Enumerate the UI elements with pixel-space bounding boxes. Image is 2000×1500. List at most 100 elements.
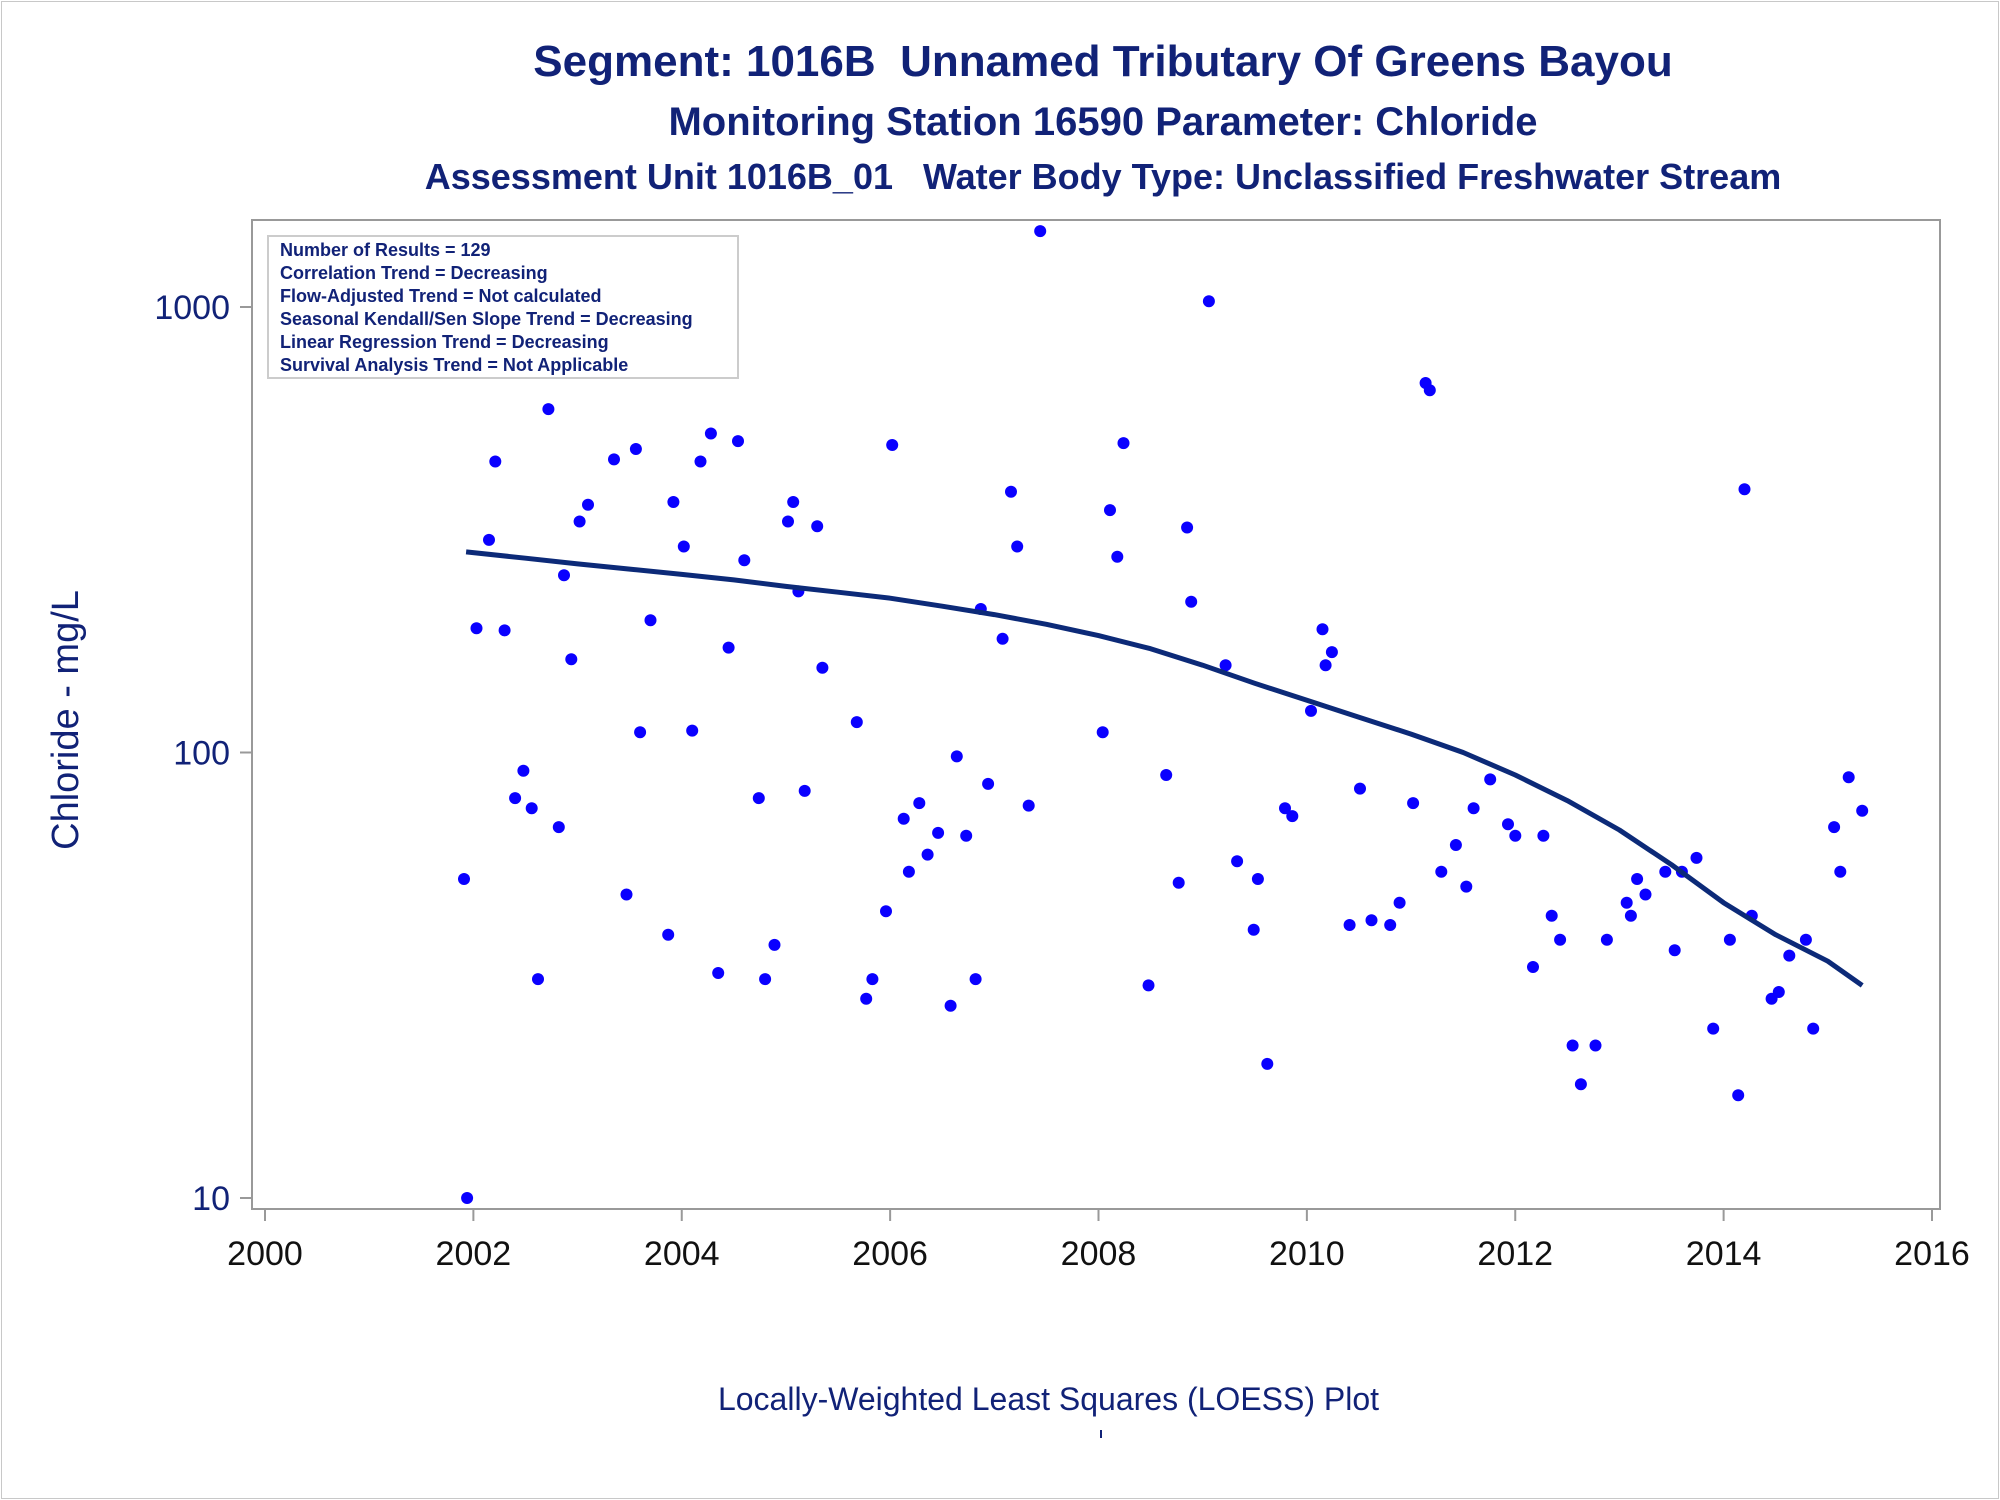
data-point	[1279, 802, 1291, 815]
data-point	[860, 992, 873, 1005]
data-point	[722, 641, 735, 654]
data-point	[1856, 804, 1869, 817]
data-point	[1022, 799, 1035, 812]
x-tick-label: 2014	[1686, 1235, 1762, 1273]
data-point	[1707, 1022, 1720, 1035]
x-tick-label: 2016	[1894, 1235, 1970, 1273]
data-points	[458, 225, 1869, 1204]
footer-mark	[1100, 1430, 1102, 1438]
legend-entry: Correlation Trend = Decreasing	[280, 263, 548, 283]
data-point	[552, 821, 565, 834]
data-point	[608, 453, 620, 466]
data-point	[1181, 521, 1194, 534]
data-point	[470, 622, 483, 635]
data-point	[1659, 865, 1672, 878]
data-point	[498, 624, 511, 637]
data-point	[573, 515, 586, 528]
x-axis: 2000 2002 2004 2006 2008 2010 2012 2014 2016	[227, 1209, 1970, 1273]
data-point	[634, 726, 647, 739]
data-point	[932, 826, 945, 839]
data-point	[982, 777, 995, 790]
chart-subtitle: Monitoring Station 16590 Parameter: Chlo…	[668, 100, 1538, 144]
data-point	[1807, 1022, 1820, 1035]
data-point	[1384, 919, 1397, 931]
data-point	[1423, 384, 1436, 397]
data-point	[489, 455, 502, 468]
y-tick-label: 10	[192, 1180, 230, 1218]
data-point	[1460, 880, 1473, 893]
data-point	[517, 764, 530, 777]
data-point	[1834, 865, 1847, 878]
data-point	[662, 928, 675, 941]
x-tick-label: 2010	[1269, 1235, 1345, 1273]
data-point	[1566, 1039, 1579, 1052]
x-tick-label: 2000	[227, 1235, 303, 1273]
data-point	[1011, 540, 1024, 553]
data-point	[1286, 810, 1299, 823]
data-point	[811, 520, 824, 533]
data-point	[1449, 839, 1462, 851]
data-point	[1261, 1057, 1274, 1070]
data-point	[1624, 909, 1637, 922]
data-point	[532, 973, 544, 986]
data-point	[1484, 773, 1497, 786]
data-point	[1185, 595, 1198, 608]
data-point	[1509, 829, 1522, 842]
data-point	[1842, 771, 1855, 784]
data-point	[1600, 933, 1613, 946]
data-point	[565, 653, 578, 666]
data-point	[1142, 979, 1155, 992]
data-point	[704, 427, 717, 440]
data-point	[1231, 855, 1244, 868]
x-tick-label: 2012	[1477, 1235, 1553, 1273]
data-point	[1545, 909, 1558, 922]
chart-title: Segment: 1016B Unnamed Tributary Of Gree…	[533, 37, 1673, 86]
data-point	[644, 614, 657, 627]
data-point	[712, 967, 725, 979]
data-point	[1502, 818, 1514, 831]
legend-box	[267, 235, 739, 379]
legend-entry: Number of Results = 129	[280, 240, 491, 260]
data-point	[1251, 873, 1264, 885]
data-point	[1343, 919, 1356, 931]
plot-area	[251, 219, 1941, 1210]
data-point	[1117, 437, 1130, 450]
data-point	[1247, 923, 1260, 936]
data-point	[1828, 821, 1841, 834]
data-point	[738, 554, 751, 567]
data-point	[996, 632, 1009, 645]
data-point	[732, 435, 744, 448]
data-point	[960, 829, 973, 842]
data-point	[1096, 726, 1109, 739]
data-point	[1219, 659, 1232, 672]
x-tick-label: 2002	[436, 1235, 512, 1273]
data-point	[686, 724, 699, 737]
data-point	[886, 439, 899, 451]
data-point	[1325, 646, 1338, 659]
x-tick-label: 2006	[852, 1235, 928, 1273]
data-point	[1104, 504, 1116, 517]
data-point	[866, 973, 879, 986]
data-point	[768, 938, 781, 951]
legend-entry: Seasonal Kendall/Sen Slope Trend = Decre…	[280, 309, 693, 329]
data-point	[902, 865, 915, 878]
data-point	[1799, 933, 1812, 946]
data-point	[880, 905, 892, 918]
data-point	[1738, 483, 1751, 496]
data-point	[1772, 986, 1785, 998]
data-point	[816, 661, 829, 674]
data-point	[950, 750, 963, 763]
legend-entry: Survival Analysis Trend = Not Applicable	[280, 355, 628, 375]
data-point	[620, 888, 633, 901]
data-point	[629, 443, 642, 455]
data-point	[1305, 704, 1317, 717]
data-point	[1467, 802, 1480, 815]
data-point	[694, 455, 707, 468]
data-point	[667, 496, 680, 508]
loess-line	[465, 549, 1864, 988]
data-point	[752, 792, 765, 805]
data-point	[509, 792, 522, 805]
data-point	[1365, 914, 1378, 927]
data-point	[461, 1192, 474, 1204]
data-point	[897, 812, 910, 825]
